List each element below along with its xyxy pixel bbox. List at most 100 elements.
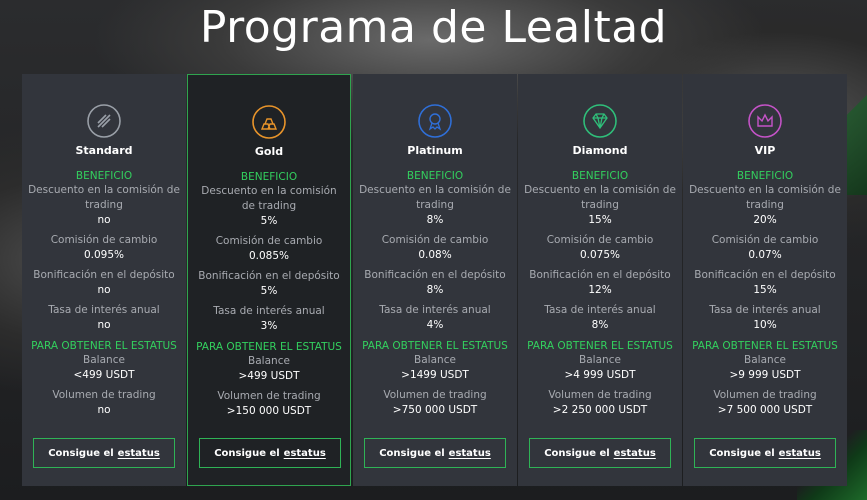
deposit-bonus-label: Bonificación en el depósito [694, 269, 836, 281]
exchange-label: Comisión de cambio [546, 234, 654, 246]
get-status-button-platinum[interactable]: Consigue el estatus [364, 438, 506, 468]
interest-value: 3% [260, 320, 278, 332]
tier-card-vip: VIP BENEFICIO Descuento en la comisión d… [683, 74, 847, 486]
interest-value: no [97, 319, 111, 331]
benefit-heading: BENEFICIO [736, 170, 794, 182]
button-label-link: estatus [117, 447, 160, 459]
exchange-value: 0.095% [83, 249, 125, 261]
discount-value: 5% [260, 215, 278, 227]
medal-icon [418, 104, 452, 138]
balance-value: >1499 USDT [401, 369, 469, 381]
button-label-link: estatus [613, 447, 656, 459]
volume-value: >2 250 000 USDT [552, 404, 648, 416]
button-label-link: estatus [778, 447, 821, 459]
tier-card-standard: Standard BENEFICIO Descuento en la comis… [22, 74, 186, 486]
standard-icon [87, 104, 121, 138]
volume-label: Volumen de trading [217, 390, 321, 402]
button-label-link: estatus [448, 447, 491, 459]
benefit-heading: BENEFICIO [75, 170, 133, 182]
volume-value: no [97, 404, 111, 416]
button-label: Consigue el [48, 447, 114, 459]
benefit-heading: BENEFICIO [406, 170, 464, 182]
deposit-bonus-label: Bonificación en el depósito [364, 269, 506, 281]
get-status-button-diamond[interactable]: Consigue el estatus [529, 438, 671, 468]
discount-value: 20% [753, 214, 777, 226]
page-title: Programa de Lealtad [199, 2, 668, 53]
interest-value: 4% [426, 319, 444, 331]
interest-label: Tasa de interés anual [544, 304, 656, 316]
tier-card-diamond: Diamond BENEFICIO Descuento en la comisi… [518, 74, 682, 486]
exchange-value: 0.085% [248, 250, 290, 262]
interest-label: Tasa de interés anual [48, 304, 160, 316]
deposit-bonus-value: no [97, 284, 111, 296]
deposit-bonus-value: 12% [588, 284, 612, 296]
exchange-label: Comisión de cambio [50, 234, 158, 246]
tier-card-platinum: Platinum BENEFICIO Descuento en la comis… [353, 74, 517, 486]
balance-value: >9 999 USDT [729, 369, 801, 381]
volume-label: Volumen de trading [548, 389, 652, 401]
discount-label: Descuento en la comisión de trading [689, 184, 841, 211]
balance-value: >4 999 USDT [564, 369, 636, 381]
volume-label: Volumen de trading [383, 389, 487, 401]
deposit-bonus-value: 8% [426, 284, 444, 296]
volume-value: >7 500 000 USDT [717, 404, 813, 416]
interest-label: Tasa de interés anual [213, 305, 325, 317]
button-label-link: estatus [283, 447, 326, 459]
exchange-value: 0.08% [418, 249, 452, 261]
requirement-heading: PARA OBTENER EL ESTATUS [692, 340, 838, 352]
deposit-bonus-value: 5% [260, 285, 278, 297]
exchange-value: 0.075% [579, 249, 621, 261]
deposit-bonus-label: Bonificación en el depósito [33, 269, 175, 281]
tier-name: VIP [754, 144, 776, 157]
balance-label: Balance [414, 354, 456, 366]
discount-label: Descuento en la comisión de trading [524, 184, 676, 211]
tier-card-gold: Gold BENEFICIO Descuento en la comisión … [187, 74, 351, 486]
get-status-button-vip[interactable]: Consigue el estatus [694, 438, 836, 468]
volume-label: Volumen de trading [713, 389, 817, 401]
tier-name: Gold [254, 145, 284, 158]
button-label: Consigue el [379, 447, 445, 459]
crown-icon [748, 104, 782, 138]
requirement-heading: PARA OBTENER EL ESTATUS [31, 340, 177, 352]
deposit-bonus-label: Bonificación en el depósito [198, 270, 340, 282]
discount-label: Descuento en la comisión de trading [359, 184, 511, 211]
tier-name: Standard [75, 144, 133, 157]
requirement-heading: PARA OBTENER EL ESTATUS [196, 341, 342, 353]
tier-name: Diamond [572, 144, 628, 157]
benefit-heading: BENEFICIO [240, 171, 298, 183]
balance-label: Balance [83, 354, 125, 366]
balance-label: Balance [579, 354, 621, 366]
requirement-heading: PARA OBTENER EL ESTATUS [527, 340, 673, 352]
button-label: Consigue el [544, 447, 610, 459]
discount-label: Descuento en la comisión de trading [28, 184, 180, 211]
get-status-button-gold[interactable]: Consigue el estatus [199, 438, 341, 468]
discount-value: 15% [588, 214, 612, 226]
balance-value: <499 USDT [73, 369, 135, 381]
exchange-label: Comisión de cambio [711, 234, 819, 246]
discount-label: Descuento en la comisión de trading [201, 185, 337, 212]
volume-value: >150 000 USDT [226, 405, 312, 417]
interest-value: 8% [591, 319, 609, 331]
exchange-label: Comisión de cambio [381, 234, 489, 246]
interest-label: Tasa de interés anual [709, 304, 821, 316]
gold-bars-icon [252, 105, 286, 139]
volume-value: >750 000 USDT [392, 404, 478, 416]
discount-value: no [97, 214, 111, 226]
exchange-value: 0.07% [748, 249, 782, 261]
discount-value: 8% [426, 214, 444, 226]
requirement-heading: PARA OBTENER EL ESTATUS [362, 340, 508, 352]
deposit-bonus-value: 15% [753, 284, 777, 296]
interest-value: 10% [753, 319, 777, 331]
exchange-label: Comisión de cambio [215, 235, 323, 247]
tier-name: Platinum [407, 144, 463, 157]
balance-value: >499 USDT [238, 370, 300, 382]
balance-label: Balance [744, 354, 786, 366]
interest-label: Tasa de interés anual [379, 304, 491, 316]
get-status-button-standard[interactable]: Consigue el estatus [33, 438, 175, 468]
benefit-heading: BENEFICIO [571, 170, 629, 182]
button-label: Consigue el [214, 447, 280, 459]
diamond-icon [583, 104, 617, 138]
volume-label: Volumen de trading [52, 389, 156, 401]
button-label: Consigue el [709, 447, 775, 459]
deposit-bonus-label: Bonificación en el depósito [529, 269, 671, 281]
